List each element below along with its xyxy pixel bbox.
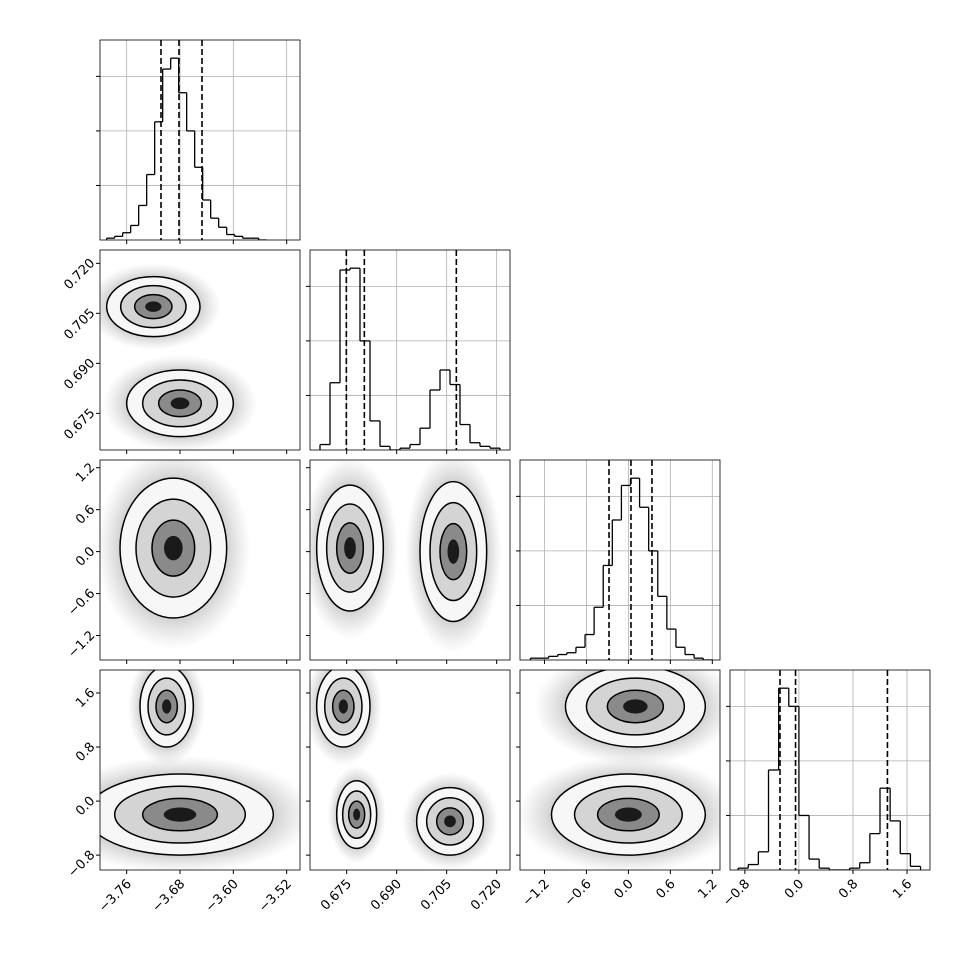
histogram-panel: [310, 250, 510, 450]
histogram-panel: [520, 460, 720, 660]
panel-frame: [99, 459, 301, 661]
density-panel: [520, 670, 720, 870]
contour: [170, 397, 190, 410]
contour: [444, 815, 456, 828]
contour: [338, 699, 349, 714]
contour: [164, 535, 183, 561]
x-tick-label: 0.6: [653, 877, 678, 902]
y-tick-label: 1.6: [73, 686, 98, 711]
histogram-panel: [730, 670, 930, 870]
x-tick-label: 1.2: [695, 877, 720, 902]
panel-frame: [519, 669, 721, 871]
panel-frame: [519, 459, 721, 661]
x-tick-label: 0.8: [836, 877, 861, 902]
panel-frame: [309, 669, 511, 871]
x-tick-label: 0.675: [318, 877, 355, 914]
y-tick-label: 0.8: [73, 740, 98, 765]
contour: [353, 808, 361, 821]
panel-frame: [99, 669, 301, 871]
panel-frame: [309, 459, 511, 661]
y-tick-label: 0.690: [61, 356, 98, 393]
y-tick-label: −0.8: [65, 848, 98, 881]
x-tick-label: −3.68: [150, 877, 189, 916]
contour: [162, 699, 172, 714]
x-tick-label: 0.0: [611, 877, 636, 902]
panel-frame: [99, 39, 301, 241]
x-tick-label: −3.60: [203, 877, 242, 916]
x-tick-label: −3.52: [256, 877, 295, 916]
panel-frame: [309, 249, 511, 451]
contour: [623, 699, 648, 714]
density-panel: [100, 670, 300, 870]
y-tick-label: 0.705: [61, 306, 98, 343]
x-tick-label: 1.6: [890, 877, 915, 902]
density-panel: [310, 670, 499, 870]
x-tick-label: −3.76: [96, 877, 135, 916]
density-panel: [310, 460, 502, 653]
x-tick-label: 0.690: [368, 877, 405, 914]
density-panel: [100, 263, 258, 450]
density-panel: [100, 460, 251, 650]
x-tick-label: 0.0: [782, 877, 807, 902]
contour: [447, 539, 460, 564]
y-tick-label: 0.6: [73, 502, 98, 527]
histogram-panel: [100, 40, 300, 240]
contour: [163, 807, 197, 822]
x-tick-label: −0.6: [562, 877, 595, 910]
x-tick-label: 0.720: [468, 877, 505, 914]
panel-frame: [729, 669, 931, 871]
contour: [614, 807, 642, 822]
y-tick-label: 0.0: [73, 544, 98, 569]
y-tick-label: −0.6: [65, 586, 98, 619]
y-tick-label: 1.2: [73, 460, 98, 485]
panel-frame: [99, 249, 301, 451]
y-tick-label: 0.675: [61, 406, 98, 443]
y-tick-label: −1.2: [65, 628, 98, 661]
y-tick-label: 0.0: [73, 794, 98, 819]
contour: [145, 301, 162, 312]
x-tick-label: −0.8: [720, 877, 753, 910]
y-tick-label: 0.720: [61, 256, 98, 293]
contour: [344, 537, 356, 560]
x-tick-label: 0.705: [418, 877, 455, 914]
x-tick-label: −1.2: [520, 877, 553, 910]
